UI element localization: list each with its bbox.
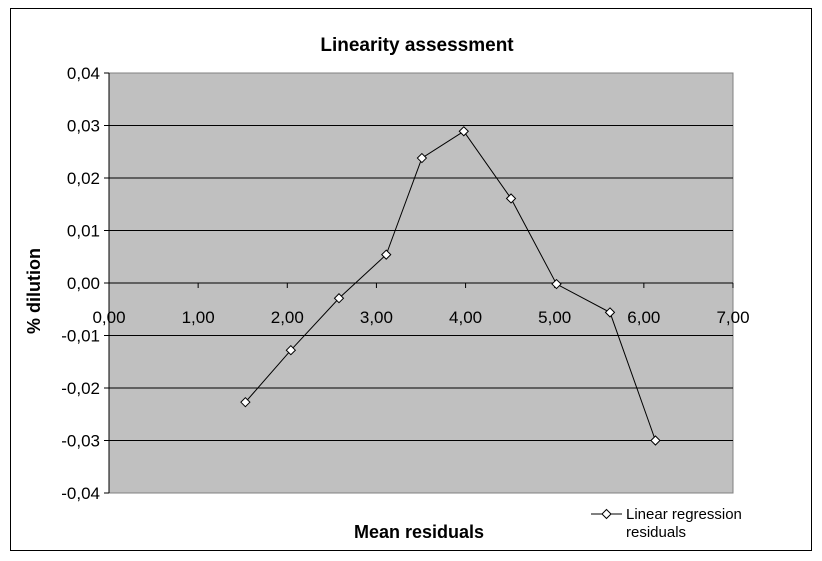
y-axis-title: % dilution (24, 248, 44, 334)
x-tick-label: 5,00 (538, 308, 571, 327)
data-point (285, 344, 297, 356)
x-tick-label: 7,00 (716, 308, 749, 327)
y-tick-label: -0,04 (61, 484, 100, 503)
data-point (416, 152, 428, 164)
data-point (650, 435, 661, 446)
x-tick-label: 2,00 (271, 308, 304, 327)
line-chart: 0,040,030,020,010,00-0,01-0,02-0,03-0,04… (24, 35, 750, 542)
gridlines (109, 125, 733, 441)
y-tick-label: -0,02 (61, 379, 100, 398)
y-tick-label: 0,02 (67, 169, 100, 188)
legend-label-line2: residuals (626, 524, 686, 541)
legend-label: Linear regression residuals (626, 506, 746, 541)
data-point (458, 126, 469, 137)
x-axis-ticks: 0,00 1,00 2,00 3,00 4,00 5,00 6,00 7,00 (92, 73, 750, 493)
y-tick-label: -0,03 (61, 432, 100, 451)
y-tick-label: -0,01 (61, 327, 100, 346)
data-point (505, 193, 517, 204)
data-point (381, 249, 392, 260)
data-point (240, 396, 251, 408)
legend-diamond-marker (601, 508, 612, 520)
x-tick-label: 3,00 (360, 308, 393, 327)
y-tick-label: 0,00 (67, 274, 100, 293)
x-tick-label: 6,00 (627, 308, 660, 327)
y-tick-label: 0,03 (67, 117, 100, 136)
series-group (240, 126, 661, 446)
y-tick-label: 0,04 (67, 64, 100, 83)
series-line (245, 130, 656, 441)
legend-label-line1: Linear regression (626, 506, 742, 523)
legend: Linear regression residuals (591, 506, 746, 541)
y-axis-ticks: 0,04 0,03 0,02 0,01 0,00 -0,01 -0,02 -0,03 -0,04 (61, 64, 109, 503)
data-point (551, 278, 562, 290)
chart-title: Linearity assessment (320, 35, 514, 56)
data-point (604, 307, 616, 318)
x-tick-label: 1,00 (182, 308, 215, 327)
x-tick-label: 4,00 (449, 308, 482, 327)
y-tick-label: 0,01 (67, 222, 100, 241)
chart-frame: 0,04 0,03 0,02 0,01 0,00 -0,01 -0,02 -0,03 -0,04… (10, 8, 812, 551)
x-axis-title: Mean residuals (354, 522, 484, 542)
x-tick-label: 0,00 (92, 308, 125, 327)
data-point (333, 293, 345, 304)
